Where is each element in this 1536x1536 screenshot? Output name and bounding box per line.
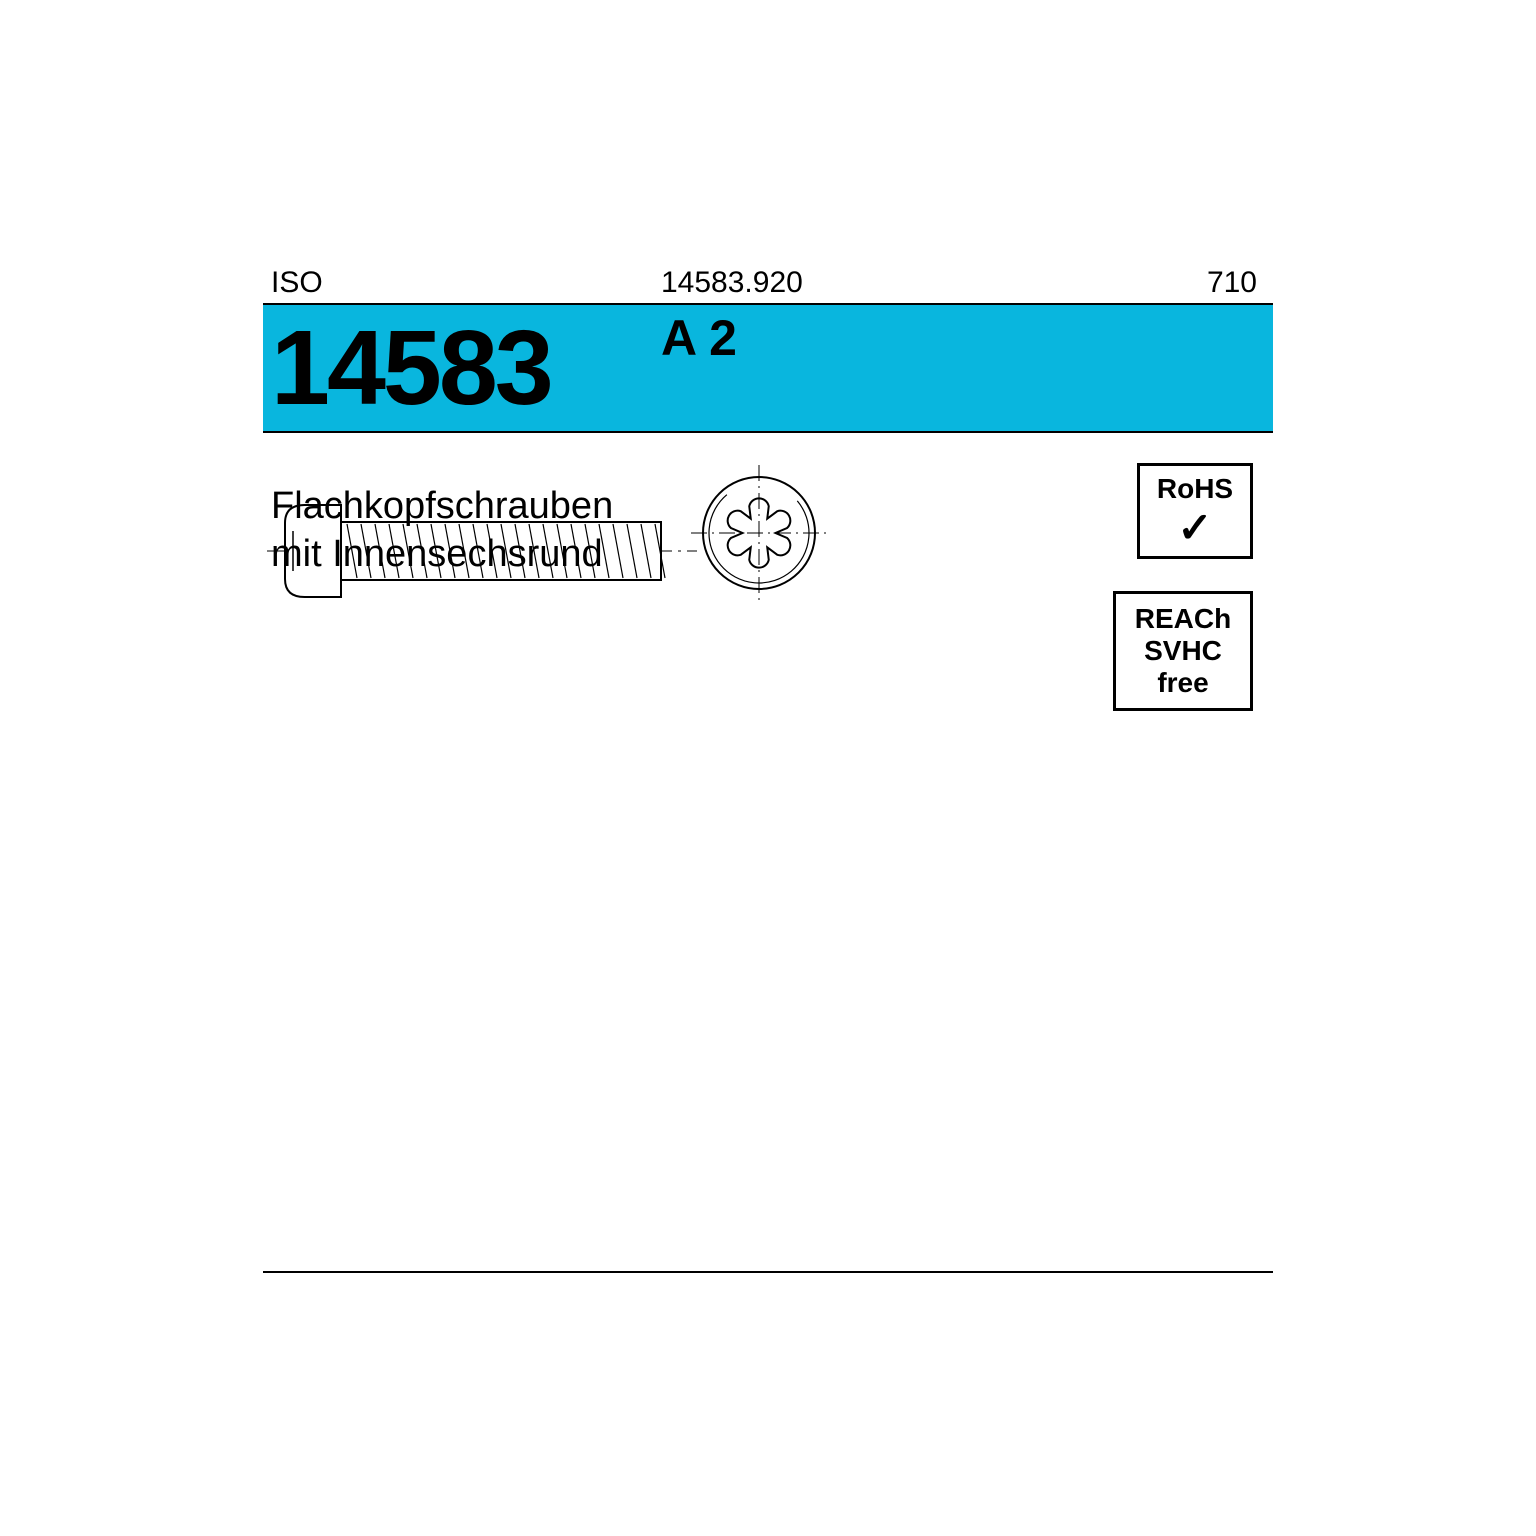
- label-card: ISO 14583.920 710 14583 A 2 Flachkopfsch…: [263, 263, 1273, 1273]
- description: Flachkopfschrauben mit Innensechsrund: [271, 483, 613, 578]
- torx-front-view: [689, 463, 829, 603]
- header-row: ISO 14583.920 710: [263, 263, 1273, 305]
- cyan-band: 14583 A 2: [263, 305, 1273, 433]
- rohs-badge: RoHS ✓: [1137, 463, 1253, 559]
- description-line2: mit Innensechsrund: [271, 531, 613, 579]
- material-grade: A 2: [661, 305, 1273, 367]
- letterbox-bottom: [0, 1273, 1536, 1536]
- reach-badge: REACh SVHC free: [1113, 591, 1253, 711]
- header-code: 14583.920: [661, 266, 1113, 300]
- reach-line3: free: [1157, 667, 1208, 699]
- header-pack: 710: [1113, 266, 1273, 300]
- description-line1: Flachkopfschrauben: [271, 483, 613, 531]
- rohs-label: RoHS: [1157, 473, 1233, 505]
- letterbox-top: [0, 0, 1536, 263]
- standard-number: 14583: [263, 315, 661, 421]
- check-icon: ✓: [1177, 507, 1212, 549]
- header-iso: ISO: [263, 266, 661, 300]
- reach-line2: SVHC: [1144, 635, 1222, 667]
- reach-line1: REACh: [1135, 603, 1231, 635]
